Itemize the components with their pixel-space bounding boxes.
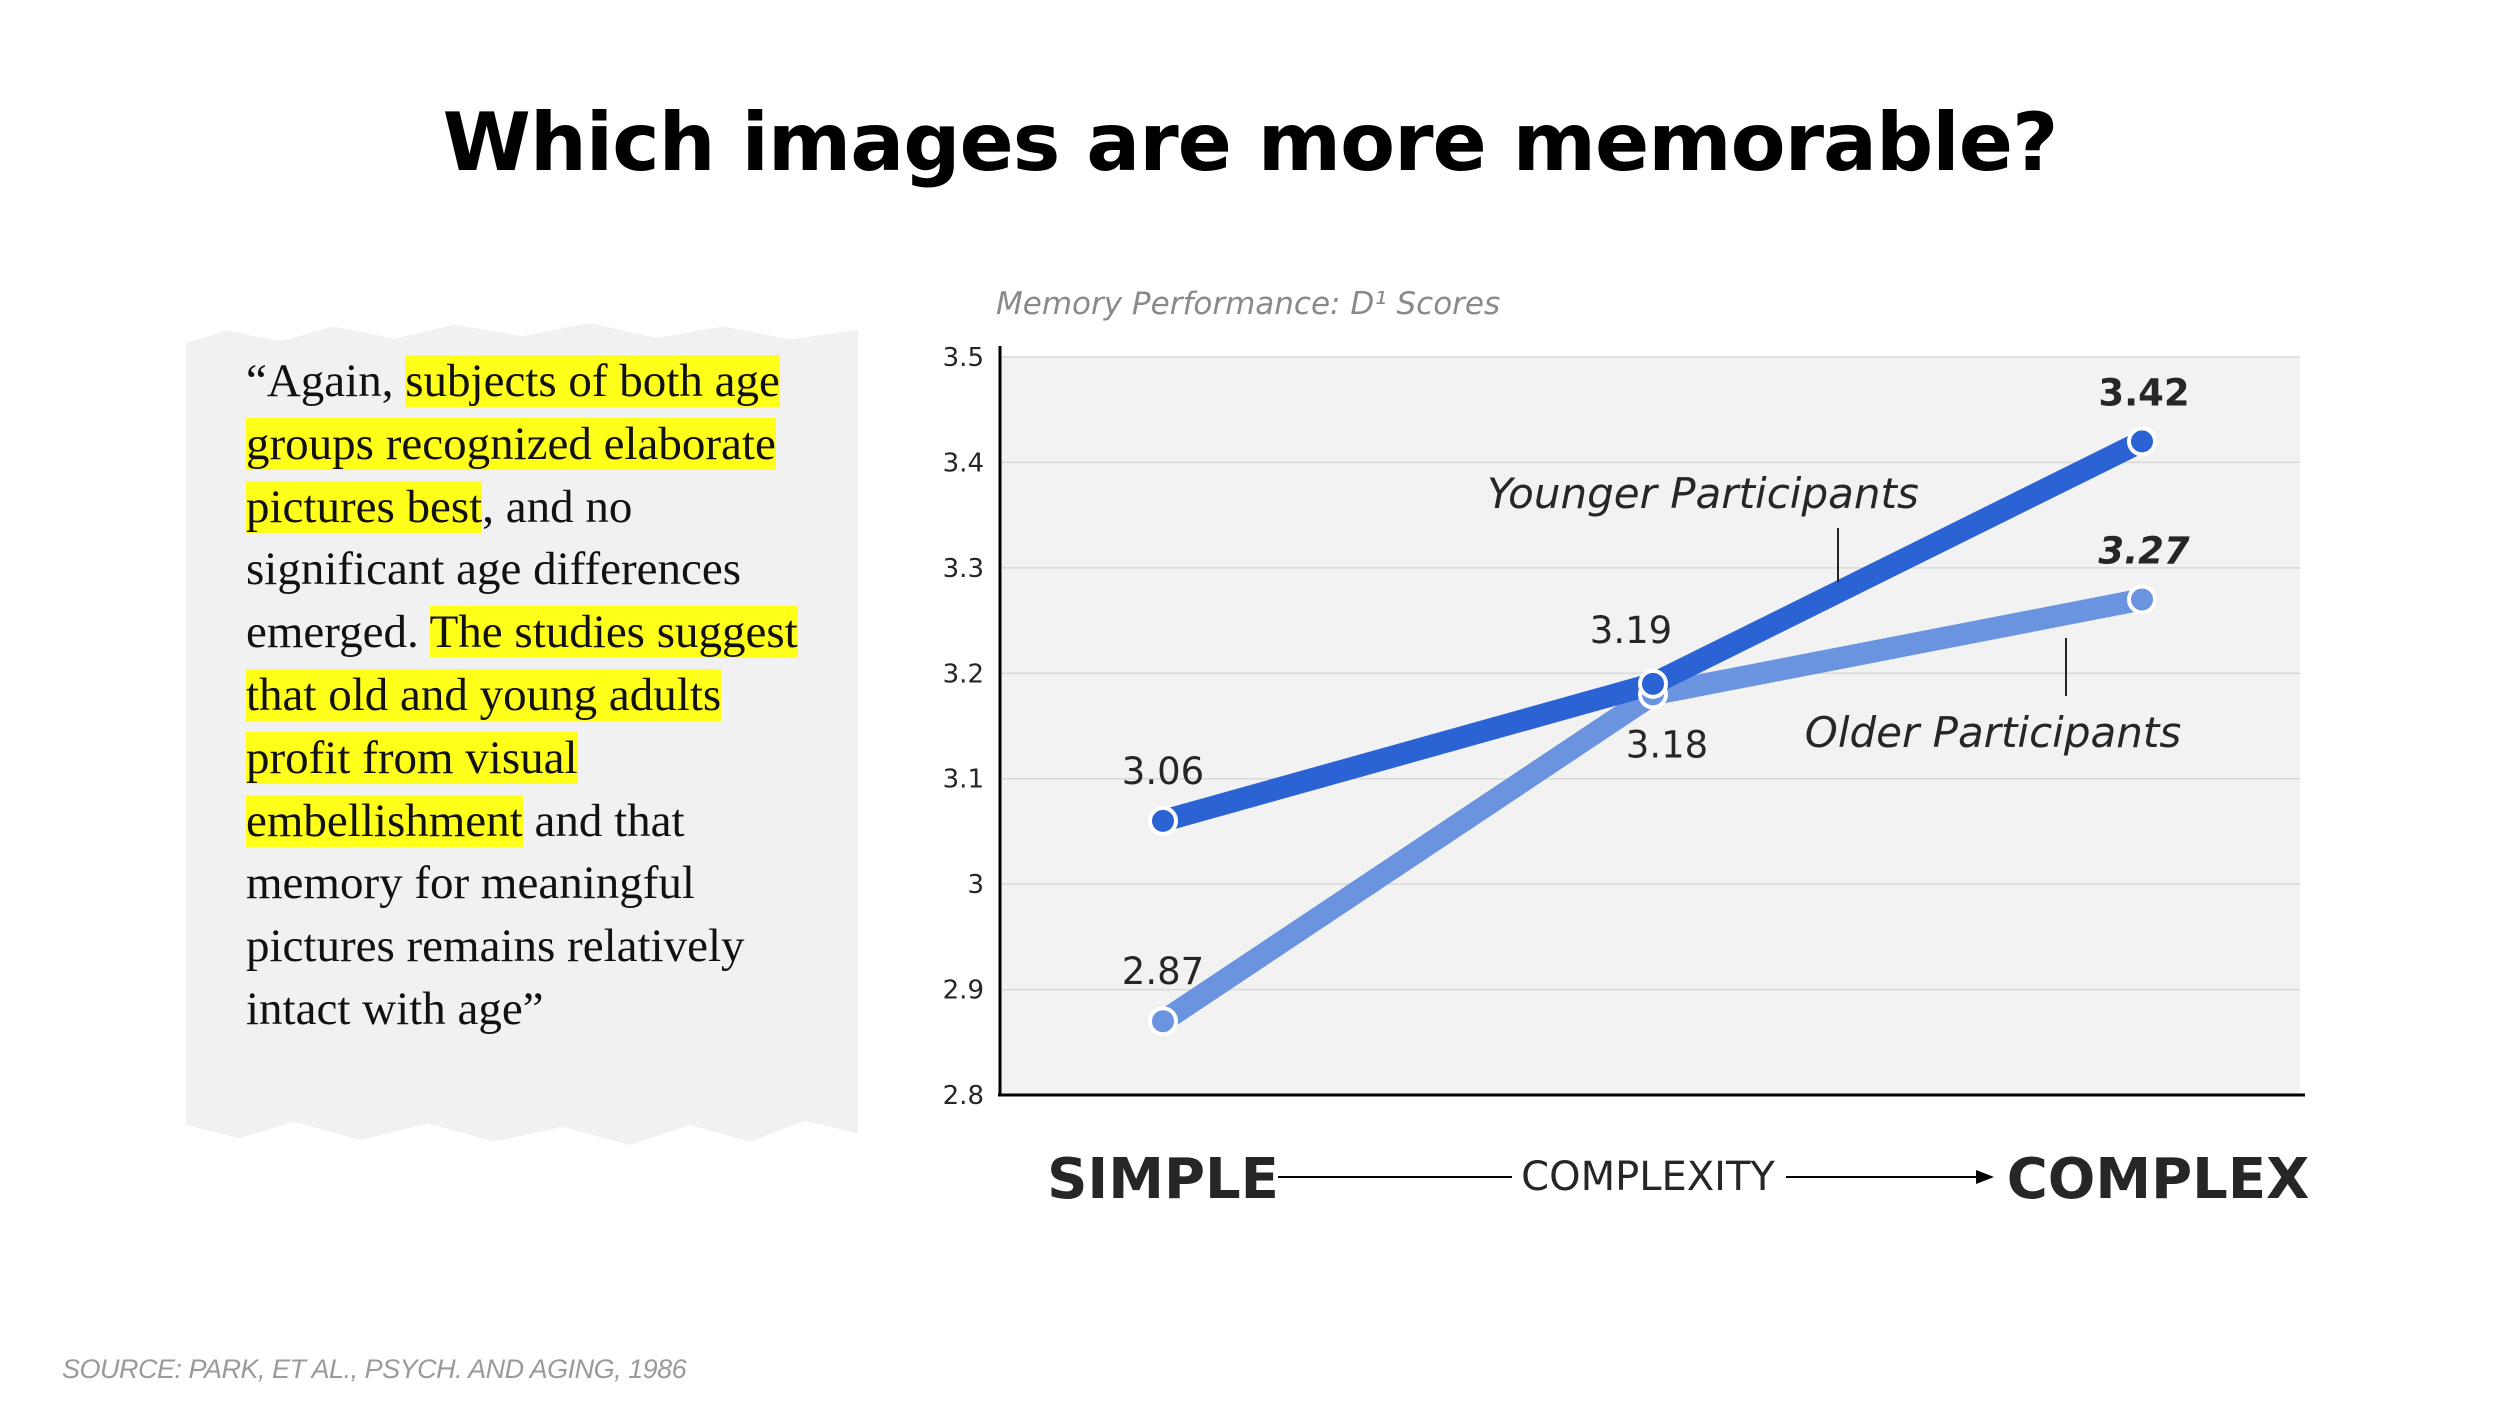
- y-tick-label: 3.1: [943, 765, 984, 795]
- x-axis-left-label: SIMPLE: [1047, 1147, 1279, 1212]
- y-tick-label: 3.4: [943, 448, 984, 478]
- data-point-younger: [1148, 805, 1178, 836]
- data-point-younger: [2127, 426, 2157, 457]
- data-point-older: [2127, 584, 2157, 615]
- data-label-younger: 3.06: [1122, 750, 1204, 793]
- data-label-younger: 3.42: [2098, 371, 2189, 414]
- data-point-younger: [1638, 668, 1668, 699]
- data-label-older: 2.87: [1122, 950, 1204, 993]
- quote-segment: “Again,: [246, 355, 406, 407]
- y-tick-label: 2.8: [943, 1081, 984, 1111]
- arrow-right-icon: [1976, 1170, 1994, 1184]
- y-tick-labels: 3.5 3.4 3.3 3.2 3.1 3 2.9 2.8: [943, 343, 984, 1111]
- series-annotations: Younger Participants Older Participants: [1487, 469, 2181, 757]
- y-tick-label: 3.2: [943, 659, 984, 689]
- series-label-younger: Younger Participants: [1487, 469, 1919, 518]
- quote-segment: and that memory for meaningful pictures …: [246, 794, 745, 1035]
- data-label-older: 3.18: [1626, 723, 1708, 766]
- data-label-older: 3.27: [2098, 529, 2190, 572]
- x-axis-right-label: COMPLEX: [2007, 1147, 2310, 1212]
- series-label-older: Older Participants: [1805, 708, 2181, 757]
- y-tick-label: 3.3: [943, 554, 984, 584]
- quote-text: “Again, subjects of both age groups reco…: [246, 350, 836, 1041]
- y-tick-label: 2.9: [943, 976, 984, 1006]
- x-axis-center-label: COMPLEXITY: [1521, 1154, 1775, 1200]
- data-points: [1148, 426, 2157, 1037]
- data-point-older: [1148, 1006, 1178, 1037]
- quote-segment: , and no significant age differences eme…: [246, 480, 742, 659]
- data-label-younger: 3.19: [1590, 609, 1672, 652]
- data-labels: 3.06 3.19 3.42 2.87 3.18 3.27: [1122, 371, 2190, 993]
- page-title: Which images are more memorable?: [442, 96, 2059, 189]
- y-tick-label: 3.5: [943, 343, 984, 373]
- chart-title: Memory Performance: D¹ Scores: [996, 286, 1500, 322]
- source-note: SOURCE: PARK, ET AL., PSYCH. AND AGING, …: [62, 1354, 687, 1384]
- y-tick-label: 3: [967, 870, 984, 900]
